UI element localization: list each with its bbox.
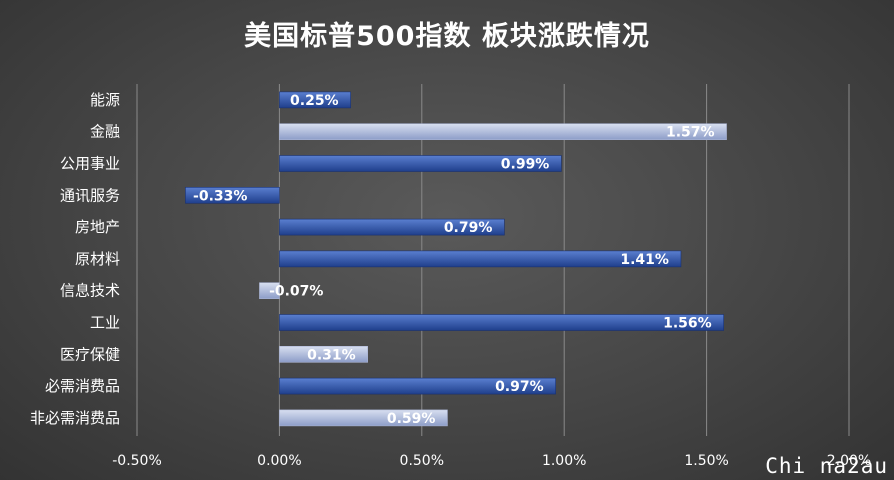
bar	[279, 345, 368, 363]
x-tick-label: 0.00%	[257, 453, 301, 469]
bars	[185, 91, 727, 427]
category-label: 房地产	[75, 218, 120, 236]
data-label: 0.25%	[290, 93, 339, 109]
bar	[279, 123, 727, 140]
category-label: 信息技术	[60, 282, 120, 300]
bar	[259, 282, 280, 300]
bar	[185, 187, 280, 204]
category-label: 非必需消费品	[30, 409, 120, 427]
x-tick-label: 2.00%	[827, 453, 871, 469]
bar	[279, 409, 448, 427]
bar	[279, 377, 556, 395]
data-label: 0.97%	[495, 379, 544, 395]
data-label: 0.31%	[307, 347, 356, 363]
data-labels: 0.25% 1.57% 0.99% -0.33% 0.79% 1.41% -0.07% 1.5…	[193, 93, 715, 427]
category-label: 能源	[90, 91, 120, 109]
data-label: -0.07%	[269, 284, 323, 300]
bar	[279, 91, 351, 109]
data-label: -0.33%	[193, 188, 247, 204]
category-label: 金融	[90, 123, 120, 141]
x-tick-labels: -0.50% 0.00% 0.50% 1.00% 1.50% 2.00%	[112, 453, 871, 469]
x-tick-label: 1.50%	[684, 453, 728, 469]
category-label: 通讯服务	[60, 186, 120, 204]
data-label: 1.56%	[663, 316, 712, 332]
x-tick-label: -0.50%	[112, 453, 162, 469]
chart-title: 美国标普500指数 板块涨跌情况	[244, 21, 650, 52]
watermark: Chi na2au	[765, 454, 888, 478]
bar	[279, 218, 505, 236]
data-label: 0.79%	[444, 220, 493, 236]
bar	[279, 155, 562, 172]
bar	[279, 314, 724, 331]
category-label: 医疗保健	[60, 345, 120, 363]
x-tick-label: 1.00%	[542, 453, 586, 469]
data-label: 0.59%	[387, 411, 436, 427]
data-label: 0.99%	[501, 157, 550, 173]
category-label: 公用事业	[60, 155, 120, 173]
data-label: 1.41%	[620, 252, 669, 268]
category-label: 原材料	[75, 250, 120, 268]
data-label: 1.57%	[666, 125, 715, 141]
x-tick-label: 0.50%	[400, 453, 444, 469]
bar	[279, 250, 682, 268]
category-label: 工业	[90, 314, 120, 332]
category-label: 必需消费品	[45, 377, 120, 395]
